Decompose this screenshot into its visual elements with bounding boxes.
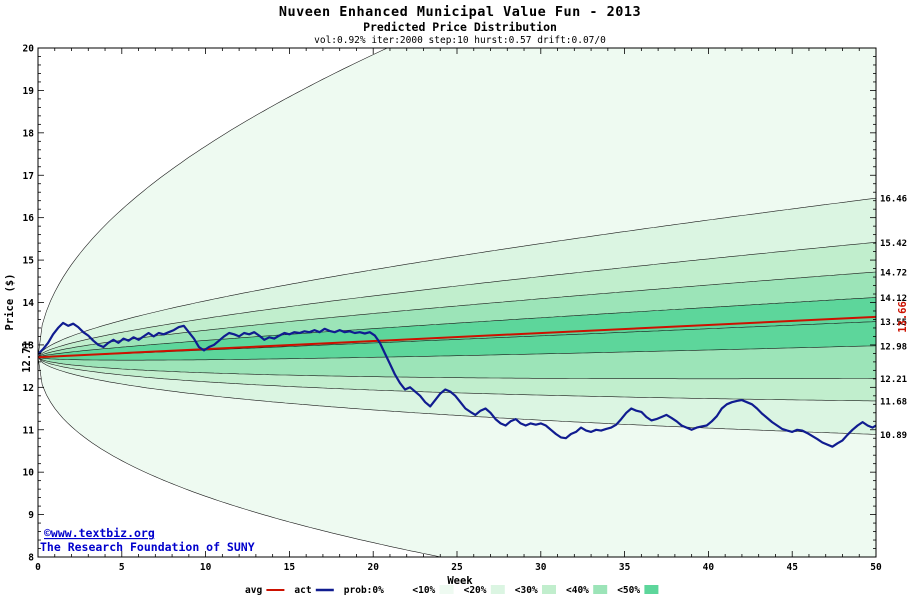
x-tick-label: 15	[284, 562, 296, 573]
band-end-value: 16.46	[880, 195, 907, 205]
band-boundary-line	[38, 356, 876, 380]
legend-label-20: <20%	[464, 585, 487, 596]
band-boundary-line	[38, 356, 876, 402]
x-tick-label: 35	[619, 562, 631, 573]
band-end-value: 11.68	[880, 397, 907, 407]
x-tick-label: 45	[786, 562, 798, 573]
y-tick-label: 16	[23, 213, 35, 224]
legend-color-swatch	[439, 585, 454, 594]
y-tick-label: 17	[23, 171, 34, 182]
y-tick-label: 20	[23, 44, 35, 55]
y-tick-label: 8	[28, 553, 34, 564]
y-tick-label: 9	[28, 510, 34, 521]
legend-label-50: <50%	[617, 585, 640, 596]
simulation-params: vol:0.92% iter:2000 step:10 hurst:0.57 d…	[314, 35, 606, 46]
band-boundary-line	[38, 242, 876, 358]
band-boundary-line	[38, 357, 876, 435]
x-tick-label: 30	[535, 562, 547, 573]
chart-title: Nuveen Enhanced Municipal Value Fun - 20…	[279, 4, 641, 20]
legend: avg act prob:0% <10% <20% <30% <40% <50%	[245, 585, 659, 596]
x-tick-label: 5	[119, 562, 125, 573]
probability-bands	[38, 48, 876, 557]
band-end-value: 14.72	[880, 268, 907, 278]
y-axis-label: Price ($)	[4, 274, 16, 331]
band-boundary-line	[38, 197, 876, 358]
band-end-value: 10.89	[880, 431, 907, 441]
x-axis-label: Week	[447, 575, 473, 587]
band-end-value: 14.12	[880, 294, 907, 304]
y-tick-label: 10	[23, 468, 35, 479]
legend-color-swatch	[490, 585, 505, 594]
band-end-value: 12.98	[880, 342, 907, 352]
legend-color-swatch	[388, 585, 403, 594]
x-tick-label: 10	[200, 562, 212, 573]
band-boundary-line	[38, 345, 876, 361]
band-boundary-line	[38, 357, 443, 557]
x-tick-label: 20	[367, 562, 379, 573]
band-boundary-line	[38, 48, 388, 358]
legend-label-act: act	[294, 585, 311, 596]
legend-color-swatch	[542, 585, 556, 594]
y-tick-label: 13	[23, 340, 35, 351]
y-tick-label: 15	[23, 256, 35, 267]
legend-label-avg: avg	[245, 585, 262, 596]
legend-label-10: <10%	[412, 585, 435, 596]
avg-end-price-label: 13.66	[897, 301, 909, 333]
website-link[interactable]: ©www.textbiz.org	[44, 526, 155, 540]
x-tick-label: 0	[35, 562, 41, 573]
band-end-value: 15.42	[880, 239, 907, 249]
y-tick-label: 19	[23, 86, 35, 97]
start-price-label: 12.71	[21, 341, 33, 373]
x-tick-label: 50	[870, 562, 882, 573]
actual-price-line	[38, 321, 876, 448]
org-credit: The Research Foundation of SUNY	[40, 540, 255, 554]
legend-label-40: <40%	[566, 585, 589, 596]
x-tick-label: 40	[703, 562, 715, 573]
legend-label-30: <30%	[515, 585, 538, 596]
y-tick-label: 18	[23, 128, 35, 139]
y-tick-label: 14	[23, 298, 35, 309]
legend-color-swatch	[593, 585, 608, 594]
prob-band-<50%	[38, 297, 876, 361]
x-tick-label: 25	[451, 562, 463, 573]
series-lines	[38, 315, 876, 448]
y-tick-label: 11	[23, 425, 35, 436]
y-tick-label: 12	[23, 383, 34, 394]
avg-line	[38, 315, 876, 359]
legend-color-swatch	[644, 585, 659, 594]
axis-ticks: 8 9 10 11 12 13 14 15 16 17 18 19 20 0 5 10 15 20 25 30 35 40…	[23, 44, 882, 574]
band-end-labels: 16.46 15.42 14.72 14.12 13.55 12.98 12.21 11.68…	[880, 195, 907, 441]
band-end-value: 12.21	[880, 375, 907, 385]
band-boundary-line	[38, 271, 876, 358]
band-end-value: 13.55	[880, 318, 907, 328]
band-boundary-lines	[38, 48, 876, 557]
band-boundary-line	[38, 297, 876, 358]
legend-label-prob0: prob:0%	[344, 585, 384, 596]
chart-subtitle: Predicted Price Distribution	[363, 20, 557, 34]
